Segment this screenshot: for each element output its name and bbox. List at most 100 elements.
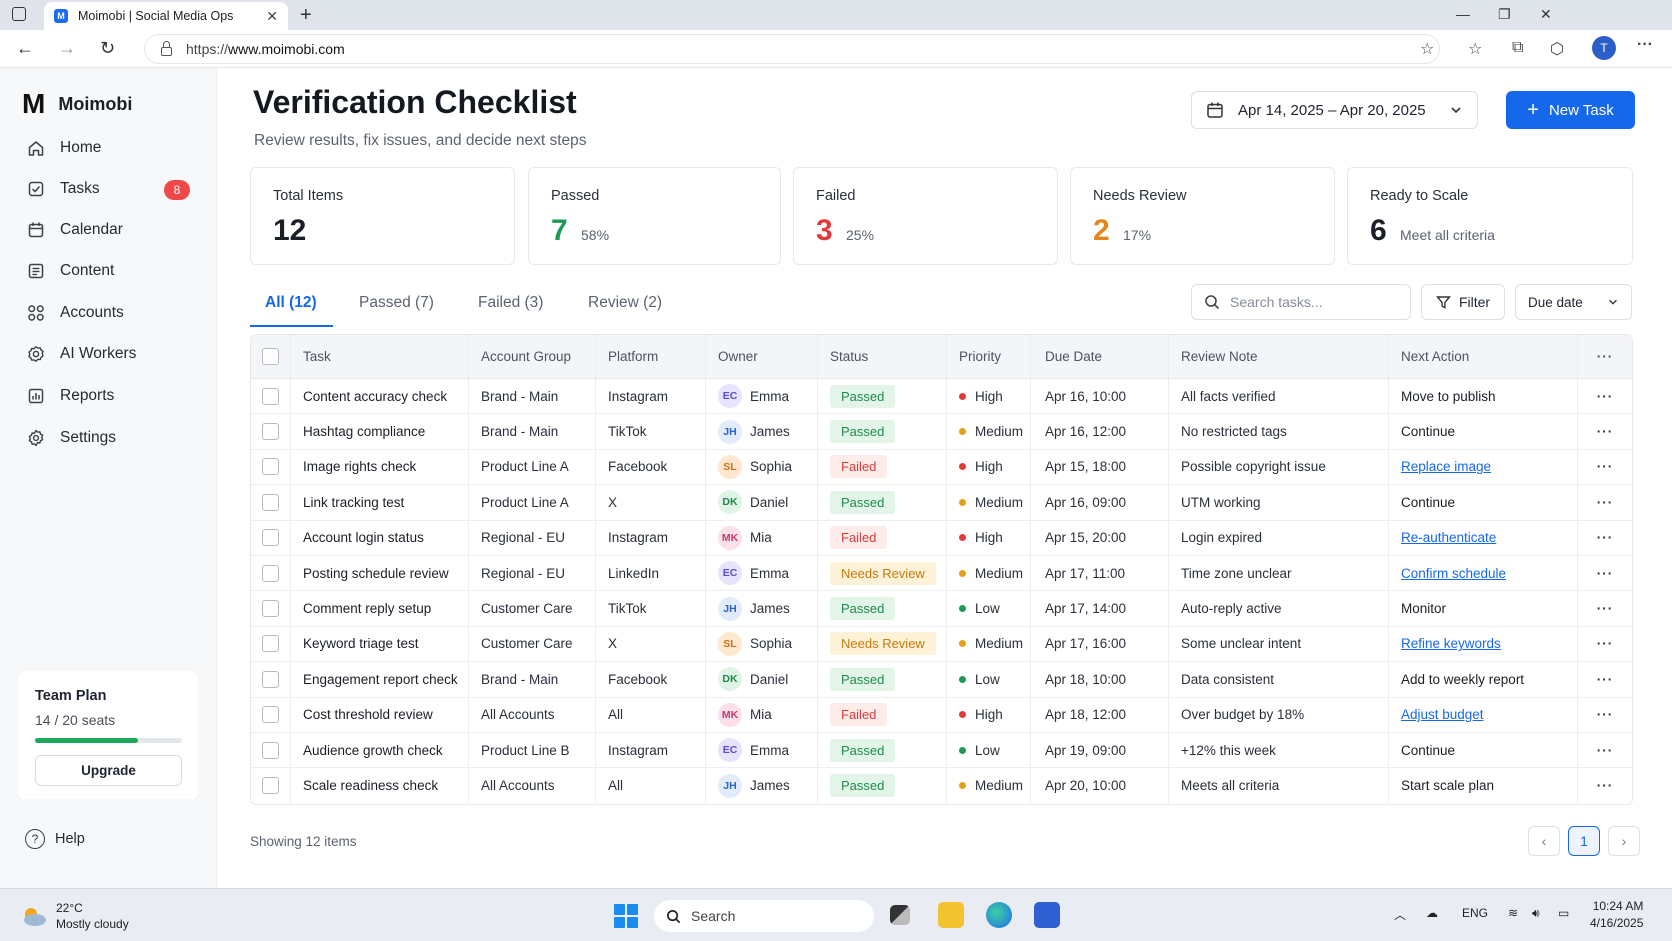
- row-more-icon[interactable]: ···: [1596, 601, 1614, 617]
- favorites-icon[interactable]: ☆: [1468, 41, 1483, 58]
- row-checkbox[interactable]: [262, 564, 279, 582]
- row-checkbox[interactable]: [262, 387, 279, 405]
- language-indicator[interactable]: ENG: [1462, 906, 1489, 920]
- stat-card-passed[interactable]: Passed 7 58%: [528, 167, 781, 265]
- column-header[interactable]: Status: [818, 335, 947, 378]
- task-name[interactable]: Posting schedule review: [291, 555, 469, 591]
- task-name[interactable]: Keyword triage test: [291, 626, 469, 662]
- tab-review[interactable]: Review (2): [588, 294, 663, 311]
- row-checkbox[interactable]: [262, 741, 279, 759]
- file-explorer-icon[interactable]: [938, 902, 964, 928]
- column-header[interactable]: Review Note: [1169, 335, 1389, 378]
- sidebar-item-tasks[interactable]: Tasks 8: [18, 171, 200, 207]
- row-checkbox[interactable]: [262, 635, 279, 653]
- stat-card-ready-to-scale[interactable]: Ready to Scale 6 Meet all criteria: [1347, 167, 1633, 265]
- table-row[interactable]: Image rights check Product Line A Facebook…: [251, 449, 1632, 486]
- sidebar-item-calendar[interactable]: Calendar: [18, 212, 200, 248]
- onedrive-icon[interactable]: ☁: [1426, 906, 1438, 920]
- row-checkbox[interactable]: [262, 706, 279, 724]
- next-action-link[interactable]: Refine keywords: [1401, 636, 1501, 652]
- sidebar-item-content[interactable]: Content: [18, 253, 200, 289]
- sidebar-item-settings[interactable]: Settings: [18, 420, 200, 456]
- table-row[interactable]: Comment reply setup Customer Care TikTok JH…: [251, 591, 1632, 627]
- task-name[interactable]: Image rights check: [291, 449, 469, 485]
- row-more-icon[interactable]: ···: [1596, 494, 1614, 510]
- browser-tab[interactable]: M Moimobi | Social Media Ops ✕: [44, 2, 288, 30]
- row-checkbox[interactable]: [262, 458, 279, 476]
- task-name[interactable]: Link tracking test: [291, 485, 469, 520]
- extensions-icon[interactable]: ⬡: [1550, 41, 1564, 58]
- window-close-icon[interactable]: ✕: [1540, 6, 1552, 22]
- sidebar-item-home[interactable]: Home: [18, 130, 200, 166]
- sidebar-item-accounts[interactable]: Accounts: [18, 295, 200, 331]
- stat-card-needs-review[interactable]: Needs Review 2 17%: [1070, 167, 1335, 265]
- taskbar-search[interactable]: Search: [654, 900, 874, 932]
- next-page-button[interactable]: ›: [1608, 826, 1640, 856]
- minimize-icon[interactable]: —: [1456, 6, 1470, 22]
- task-name[interactable]: Content accuracy check: [291, 379, 469, 414]
- row-more-icon[interactable]: ···: [1596, 388, 1614, 404]
- table-row[interactable]: Posting schedule review Regional - EU Link…: [251, 555, 1632, 592]
- address-bar[interactable]: https://www.moimobi.com: [144, 34, 1440, 64]
- collections-icon[interactable]: ⧉: [1512, 39, 1524, 56]
- task-name[interactable]: Engagement report check: [291, 662, 469, 697]
- row-more-icon[interactable]: ···: [1596, 778, 1614, 794]
- reload-icon[interactable]: ↻: [100, 38, 116, 58]
- row-checkbox[interactable]: [262, 529, 279, 547]
- stat-card-total-items[interactable]: Total Items 12: [250, 167, 515, 265]
- column-header[interactable]: Platform: [596, 335, 706, 378]
- row-checkbox[interactable]: [262, 423, 279, 441]
- row-more-icon[interactable]: ···: [1596, 742, 1614, 758]
- restore-icon[interactable]: ❐: [1498, 6, 1511, 22]
- table-row[interactable]: Content accuracy check Brand - Main Instag…: [251, 379, 1632, 415]
- table-row[interactable]: Account login status Regional - EU Instagr…: [251, 520, 1632, 556]
- task-name[interactable]: Account login status: [291, 520, 469, 555]
- system-clock[interactable]: 10:24 AM 4/16/2025: [1590, 898, 1643, 932]
- prev-page-button[interactable]: ‹: [1528, 826, 1560, 856]
- task-name[interactable]: Audience growth check: [291, 732, 469, 768]
- new-tab-icon[interactable]: +: [300, 4, 312, 26]
- column-options-icon[interactable]: ···: [1596, 349, 1614, 364]
- column-header[interactable]: Account Group: [469, 335, 596, 378]
- task-name[interactable]: Comment reply setup: [291, 591, 469, 626]
- row-checkbox[interactable]: [262, 670, 279, 688]
- column-header[interactable]: Due Date: [1031, 335, 1169, 378]
- tab-all[interactable]: All (12): [265, 294, 317, 311]
- next-action-link[interactable]: Adjust budget: [1401, 707, 1484, 723]
- page-button-current[interactable]: 1: [1568, 826, 1600, 856]
- battery-icon[interactable]: ▭: [1558, 906, 1570, 920]
- help-link[interactable]: ? Help: [25, 829, 85, 849]
- tab-failed[interactable]: Failed (3): [478, 294, 544, 311]
- select-all-checkbox[interactable]: [262, 348, 279, 365]
- back-icon[interactable]: ←: [16, 38, 34, 58]
- profile-avatar[interactable]: T: [1592, 36, 1616, 60]
- table-row[interactable]: Hashtag compliance Brand - Main TikTok JH Ja…: [251, 414, 1632, 450]
- row-checkbox[interactable]: [262, 493, 279, 511]
- table-row[interactable]: Engagement report check Brand - Main Faceb…: [251, 662, 1632, 698]
- filter-button[interactable]: Filter: [1421, 284, 1505, 320]
- sort-select[interactable]: Due date: [1515, 284, 1632, 320]
- row-more-icon[interactable]: ···: [1596, 565, 1614, 581]
- windows-start-icon[interactable]: [614, 904, 638, 928]
- next-action-link[interactable]: Re-authenticate: [1401, 530, 1497, 546]
- row-checkbox[interactable]: [262, 600, 279, 618]
- store-icon[interactable]: [1034, 902, 1060, 928]
- volume-icon[interactable]: 🔊︎: [1532, 906, 1540, 920]
- column-header[interactable]: Next Action: [1389, 335, 1578, 378]
- stat-card-failed[interactable]: Failed 3 25%: [793, 167, 1058, 265]
- tab-actions-icon[interactable]: [12, 7, 26, 21]
- sidebar-item-ai-workers[interactable]: AI Workers: [18, 336, 200, 372]
- row-more-icon[interactable]: ···: [1596, 424, 1614, 440]
- date-range-picker[interactable]: Apr 14, 2025 – Apr 20, 2025: [1191, 91, 1478, 129]
- table-row[interactable]: Keyword triage test Customer Care X SL Sophi…: [251, 626, 1632, 663]
- task-name[interactable]: Cost threshold review: [291, 697, 469, 732]
- table-row[interactable]: Scale readiness check All Accounts All JH Ja…: [251, 768, 1632, 804]
- favorite-star-icon[interactable]: ☆: [1420, 41, 1435, 58]
- table-row[interactable]: Link tracking test Product Line A X DK Danie…: [251, 485, 1632, 521]
- task-name[interactable]: Hashtag compliance: [291, 414, 469, 449]
- search-input[interactable]: Search tasks...: [1191, 284, 1411, 320]
- tab-passed[interactable]: Passed (7): [359, 294, 434, 311]
- table-row[interactable]: Audience growth check Product Line B Insta…: [251, 732, 1632, 769]
- forward-icon[interactable]: →: [58, 38, 76, 58]
- next-action-link[interactable]: Confirm schedule: [1401, 565, 1507, 581]
